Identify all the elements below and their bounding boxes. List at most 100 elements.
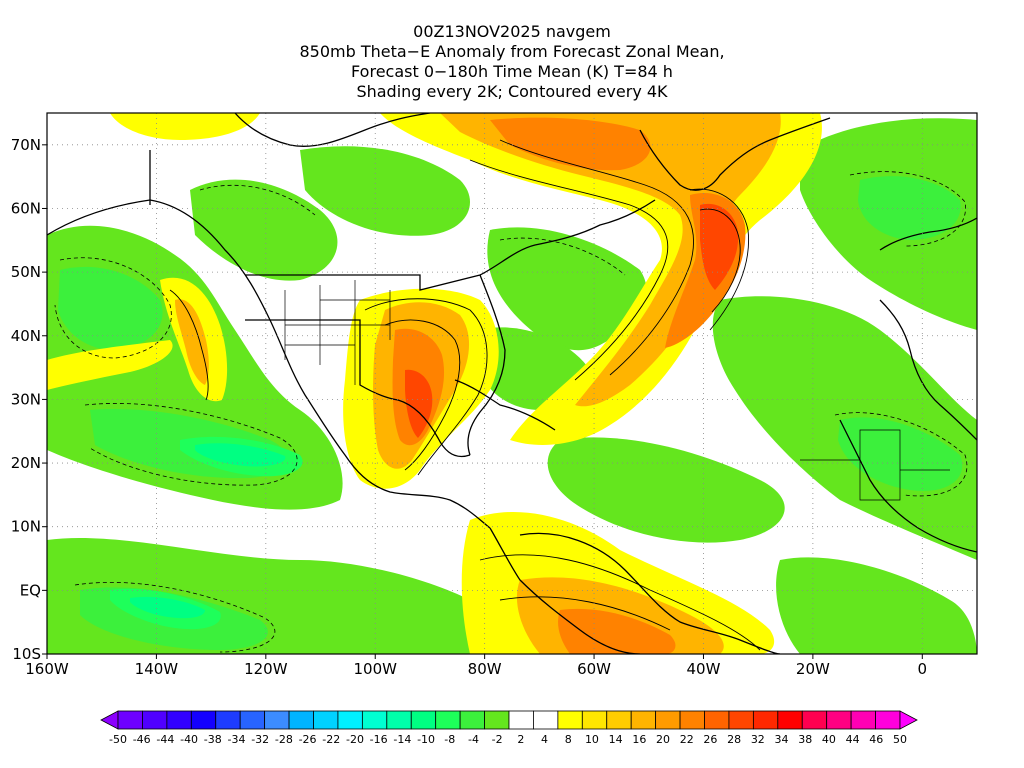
colorbar-label: -8: [444, 733, 455, 746]
lon-tick-label: 100W: [354, 660, 398, 678]
coastlines: [47, 113, 977, 654]
colorbar-label: 4: [541, 733, 548, 746]
colorbar-label: -34: [228, 733, 246, 746]
colorbar-label: -26: [299, 733, 317, 746]
colorbar-swatch: [875, 710, 901, 730]
lon-tick-label: 120W: [244, 660, 288, 678]
colorbar-swatch: [533, 710, 559, 730]
lat-tick-label: EQ: [20, 581, 41, 599]
colorbar-label: 14: [609, 733, 623, 746]
colorbar-swatch: [508, 710, 534, 730]
lat-tick-label: 70N: [11, 136, 41, 154]
lon-tick-label: 80W: [468, 660, 502, 678]
colorbar-label: -20: [346, 733, 364, 746]
lat-tick-label: 60N: [11, 199, 41, 217]
lon-tick-label: 0: [918, 660, 928, 678]
colorbar-swatch: [484, 710, 510, 730]
negative-contours: [54, 171, 968, 653]
title-line-1: 00Z13NOV2025 navgem: [413, 22, 611, 41]
colorbar-label: -50: [109, 733, 127, 746]
lat-tick-label: 10N: [11, 518, 41, 536]
longitude-labels: 160W 140W 120W 100W 80W 60W 40W 20W 0: [25, 660, 927, 678]
latitude-labels: 70N 60N 50N 40N 30N 20N 10N EQ 10S: [11, 136, 41, 663]
colorbar-swatch: [264, 710, 290, 730]
colorbar-arrow-high: [899, 710, 918, 730]
colorbar-label: 8: [565, 733, 572, 746]
colorbar-label: 28: [727, 733, 741, 746]
colorbar-label: 40: [822, 733, 836, 746]
colorbar-swatch: [410, 710, 437, 730]
colorbar-swatch: [752, 710, 779, 730]
colorbar-labels: -50 -46 -44 -40 -38 -34 -32 -28 -26 -22 -20 -16 -14-…: [109, 733, 907, 746]
colorbar-swatch: [215, 710, 241, 730]
colorbar-label: -14: [393, 733, 411, 746]
lat-tick-label: 40N: [11, 327, 41, 345]
colorbar-swatch: [142, 710, 168, 730]
lat-tick-label: 10S: [12, 645, 41, 663]
title-line-4: Shading every 2K; Contoured every 4K: [356, 82, 668, 101]
colorbar-swatch: [239, 710, 266, 730]
state-borders: [284, 280, 950, 501]
colorbar-swatch: [435, 710, 461, 730]
anomaly-map: [47, 113, 977, 654]
lon-tick-label: 60W: [577, 660, 611, 678]
colorbar-label: 16: [632, 733, 646, 746]
colorbar-label: 32: [751, 733, 765, 746]
colorbar-swatch: [386, 710, 412, 730]
colorbar-label: 34: [775, 733, 789, 746]
colorbar-label: -32: [251, 733, 269, 746]
colorbar-label: -28: [275, 733, 293, 746]
graticule: [47, 113, 977, 654]
colorbar-label: 22: [680, 733, 694, 746]
positive-contours: [169, 139, 761, 651]
colorbar-swatch: [630, 710, 657, 730]
colorbar-label: 38: [798, 733, 812, 746]
colorbar-swatch: [166, 710, 192, 730]
colorbar-label: -22: [322, 733, 340, 746]
colorbar-swatch: [557, 710, 583, 730]
colorbar-swatch: [655, 710, 681, 730]
colorbar-arrow-low: [100, 710, 119, 730]
colorbar-swatch: [581, 710, 608, 730]
colorbar-label: -16: [370, 733, 388, 746]
colorbar-label: 46: [869, 733, 883, 746]
colorbar-swatch: [850, 710, 876, 730]
axis-ticks: [42, 144, 923, 659]
colorbar-swatch: [679, 710, 705, 730]
colorbar-swatch: [117, 710, 143, 730]
lon-tick-label: 140W: [135, 660, 179, 678]
colorbar-label: 26: [703, 733, 717, 746]
lat-tick-label: 50N: [11, 263, 41, 281]
colorbar: [100, 710, 918, 730]
colorbar-swatch: [704, 710, 730, 730]
lat-tick-label: 30N: [11, 390, 41, 408]
colorbar-label: 2: [517, 733, 524, 746]
colorbar-label: -2: [492, 733, 503, 746]
lat-tick-label: 20N: [11, 454, 41, 472]
lon-tick-label: 20W: [796, 660, 830, 678]
colorbar-swatch: [826, 710, 852, 730]
colorbar-label: 50: [893, 733, 907, 746]
strong-negative-anomaly: [130, 443, 286, 619]
colorbar-label: -4: [468, 733, 479, 746]
colorbar-swatch: [777, 710, 803, 730]
peak-positive-anomaly: [405, 203, 739, 438]
colorbar-label: 44: [846, 733, 860, 746]
colorbar-label: -40: [180, 733, 198, 746]
colorbar-swatch: [459, 710, 485, 730]
colorbar-swatch: [190, 710, 217, 730]
title-line-3: Forecast 0−180h Time Mean (K) T=84 h: [351, 62, 673, 81]
colorbar-swatch: [361, 710, 388, 730]
colorbar-label: 20: [656, 733, 670, 746]
colorbar-swatch: [606, 710, 632, 730]
colorbar-label: -10: [417, 733, 435, 746]
title-line-2: 850mb Theta−E Anomaly from Forecast Zona…: [299, 42, 725, 61]
colorbar-swatch: [801, 710, 828, 730]
lon-tick-label: 40W: [687, 660, 721, 678]
colorbar-swatch: [313, 710, 339, 730]
colorbar-label: 10: [585, 733, 599, 746]
map-frame: [46, 112, 978, 655]
colorbar-label: -46: [133, 733, 151, 746]
colorbar-swatch: [728, 710, 754, 730]
